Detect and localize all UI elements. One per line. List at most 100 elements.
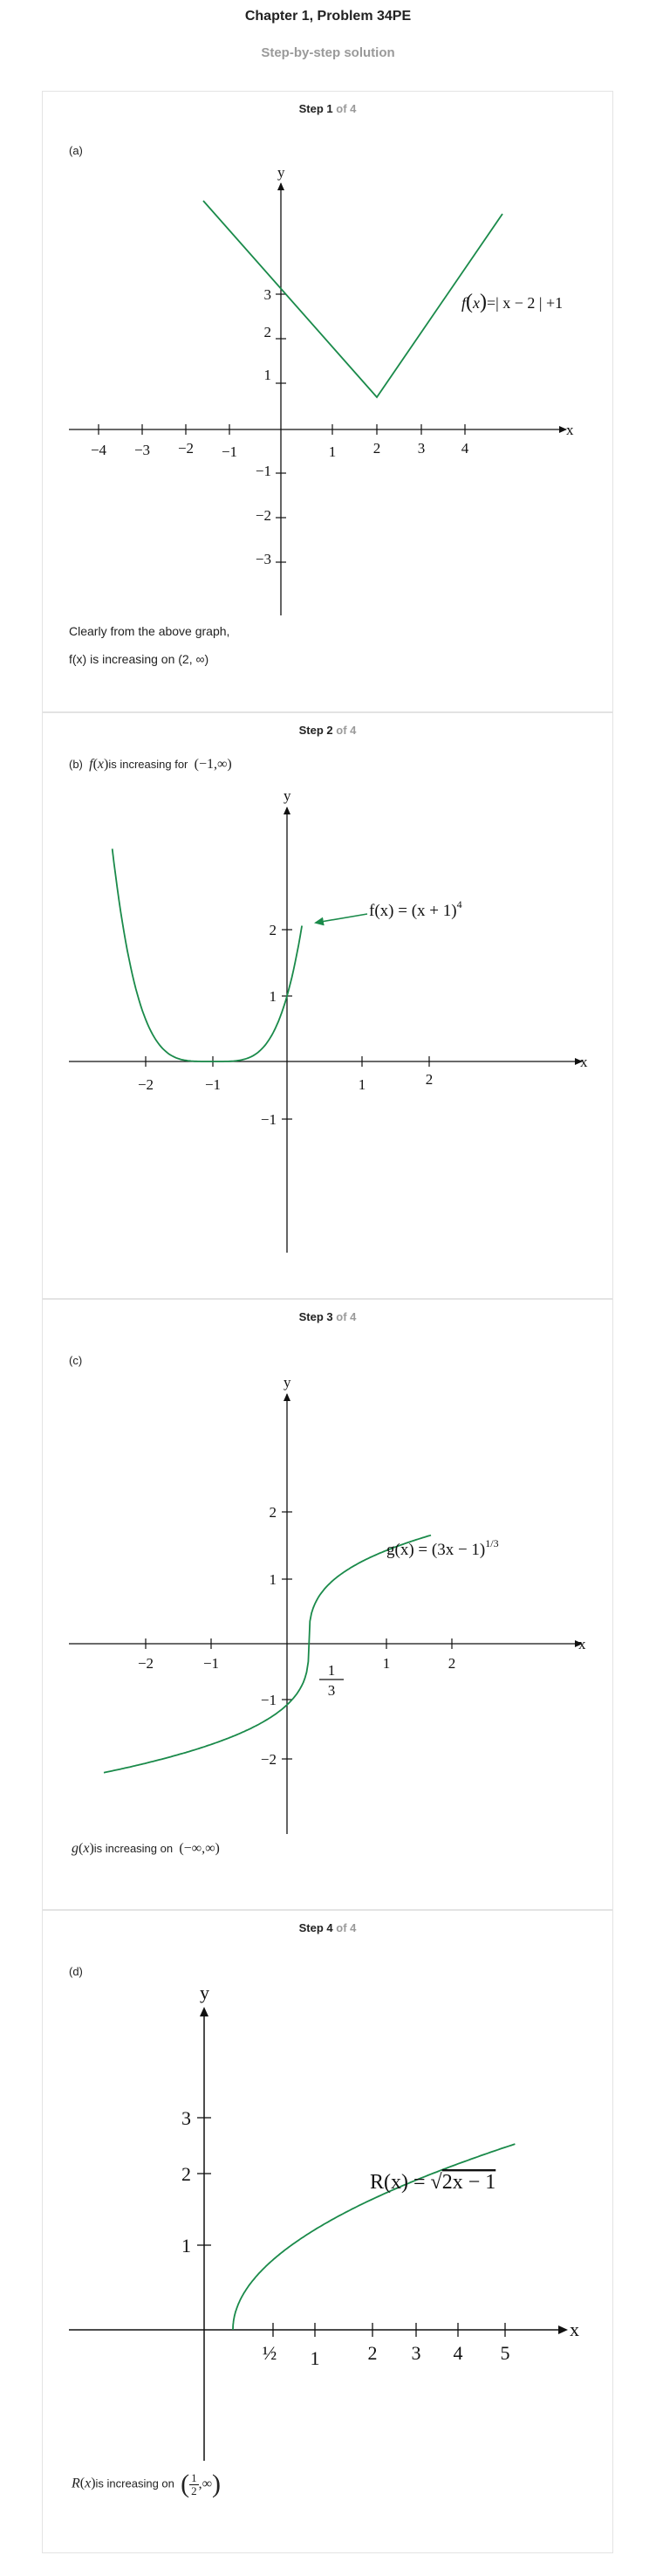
- footer-text: is increasing on: [95, 2476, 174, 2490]
- x-tick-label: −1: [203, 1655, 219, 1672]
- formula-b: f(x) = (x + 1)4: [369, 898, 462, 920]
- step-1-panel: Step 1 of 4 (a) x y: [42, 91, 613, 712]
- fraction-numerator: 1: [328, 1662, 336, 1679]
- graph-c: x y −2 −1 1 2 2 1 −1 −2 1: [69, 1374, 586, 1834]
- page-subtitle: Step-by-step solution: [261, 45, 395, 60]
- step-1-text-2: f(x) is increasing on (2, ∞): [69, 652, 209, 666]
- step-3-part-label: (c): [69, 1354, 83, 1367]
- fraction-one-third: 1 3: [319, 1662, 344, 1699]
- step-1-heading: Step 1 of 4: [43, 102, 612, 115]
- x-tick-label: −2: [138, 1076, 154, 1093]
- y-axis-label: y: [277, 164, 285, 181]
- y-tick-label: −1: [256, 463, 271, 479]
- step-2-number: Step 2: [298, 724, 333, 737]
- fraction-denominator: 3: [328, 1682, 336, 1699]
- part-b-label: (b): [69, 758, 83, 771]
- step-2-panel: Step 2 of 4 (b) f(x)is increasing for (−…: [42, 712, 613, 1299]
- y-tick-marks: [197, 2117, 211, 2246]
- x-tick-label: −2: [178, 440, 194, 457]
- y-tick-label: 1: [181, 2235, 191, 2257]
- x-tick-label: 1: [311, 2347, 320, 2369]
- x-tick-label: 2: [448, 1655, 456, 1672]
- x-tick-label: 3: [418, 440, 426, 457]
- y-tick-label: 2: [270, 1504, 277, 1521]
- footer-text: is increasing on: [93, 1842, 174, 1855]
- x-tick-marks: [145, 1056, 430, 1067]
- step-3-footer: g(x)is increasing on (−∞,∞): [72, 1841, 220, 1856]
- y-tick-label: 1: [264, 367, 272, 383]
- x-tick-label: 5: [501, 2342, 510, 2364]
- y-tick-marks: [282, 1511, 292, 1760]
- lead-f: f: [89, 757, 93, 772]
- footer-interval: (−∞,∞): [179, 1841, 220, 1856]
- step-4-panel: Step 4 of 4 (d) x y ½ 1 2: [42, 1910, 613, 2553]
- formula-d: R(x) = √2x − 1: [370, 2171, 495, 2194]
- x-axis-label: x: [570, 2318, 579, 2340]
- curve-cube-root: [103, 1534, 432, 1774]
- x-tick-label: −4: [91, 442, 107, 458]
- curve-abs-value: [202, 200, 503, 399]
- x-tick-label: 2: [426, 1071, 434, 1088]
- footer-denominator: 2: [191, 2483, 197, 2497]
- x-tick-marks: [98, 424, 466, 435]
- y-tick-label: 1: [270, 1571, 277, 1588]
- step-1-number: Step 1: [298, 102, 333, 115]
- y-tick-label: 1: [270, 988, 277, 1005]
- lead-text: is increasing for: [108, 758, 188, 771]
- step-4-part-label: (d): [69, 1965, 83, 1978]
- step-1-of: of 4: [336, 102, 357, 115]
- x-tick-label: 1: [359, 1076, 366, 1093]
- step-2-part-label: (b) f(x)is increasing for (−1,∞): [69, 757, 232, 772]
- page-title: Chapter 1, Problem 34PE: [244, 9, 412, 24]
- step-1-part-label: (a): [69, 144, 83, 157]
- x-tick-label: −2: [138, 1655, 154, 1672]
- footer-x: x: [85, 2476, 92, 2491]
- y-axis-label: y: [284, 787, 291, 804]
- curve-quartic: [111, 848, 303, 1062]
- step-3-of: of 4: [336, 1310, 357, 1323]
- y-axis-label: y: [284, 1374, 291, 1391]
- footer-g: g: [72, 1841, 79, 1856]
- y-tick-label: −1: [261, 1692, 277, 1708]
- lead-x: x: [97, 757, 105, 772]
- x-tick-label: 3: [412, 2342, 421, 2364]
- footer-numerator: 1: [189, 2470, 199, 2485]
- x-axis-label: x: [578, 1636, 586, 1652]
- step-3-number: Step 3: [298, 1310, 333, 1323]
- step-1-text-1: Clearly from the above graph,: [69, 624, 230, 638]
- x-tick-label: ½: [263, 2342, 277, 2364]
- y-axis-label: y: [200, 1982, 209, 2003]
- step-4-number: Step 4: [298, 1921, 333, 1934]
- step-4-heading: Step 4 of 4: [43, 1921, 612, 1934]
- y-tick-label: 2: [270, 922, 277, 938]
- x-tick-label: 2: [368, 2342, 378, 2364]
- x-tick-label: −1: [222, 443, 237, 460]
- y-tick-label: 3: [181, 2107, 191, 2129]
- x-tick-label: −1: [205, 1076, 221, 1093]
- graph-d: x y ½ 1 2 3 4 5 3 2 1: [69, 1982, 579, 2461]
- x-axis-label: x: [566, 422, 574, 438]
- step-4-footer: R(x)is increasing on (1 2 ,∞): [72, 2470, 222, 2498]
- graph-a: x y −4 −3 −2 −1 1 2 3 4: [69, 164, 574, 615]
- footer-x: x: [83, 1841, 90, 1856]
- x-tick-label: 2: [373, 440, 381, 457]
- y-tick-label: 2: [264, 324, 272, 340]
- x-tick-label: 4: [461, 440, 469, 457]
- x-tick-marks: [272, 2323, 506, 2337]
- footer-r: R: [72, 2476, 80, 2491]
- x-tick-marks: [145, 1638, 453, 1649]
- step-2-heading: Step 2 of 4: [43, 724, 612, 737]
- formula-a: f(x)=| x − 2 | +1: [461, 291, 563, 313]
- footer-tail: ,∞: [198, 2476, 213, 2491]
- formula-arrow: [314, 913, 368, 926]
- x-axis-label: x: [580, 1054, 588, 1070]
- step-2-of: of 4: [336, 724, 357, 737]
- x-tick-label: 1: [329, 443, 337, 460]
- y-tick-label: −2: [256, 507, 271, 524]
- step-3-panel: Step 3 of 4 (c) x y −2 −1 1 2: [42, 1299, 613, 1910]
- y-tick-label: −3: [256, 551, 271, 567]
- y-tick-label: −2: [261, 1751, 277, 1768]
- y-tick-label: −1: [261, 1111, 277, 1128]
- graph-b: x y −2 −1 1 2 2 1 −1 f(x) = (x + 1)4: [69, 787, 588, 1253]
